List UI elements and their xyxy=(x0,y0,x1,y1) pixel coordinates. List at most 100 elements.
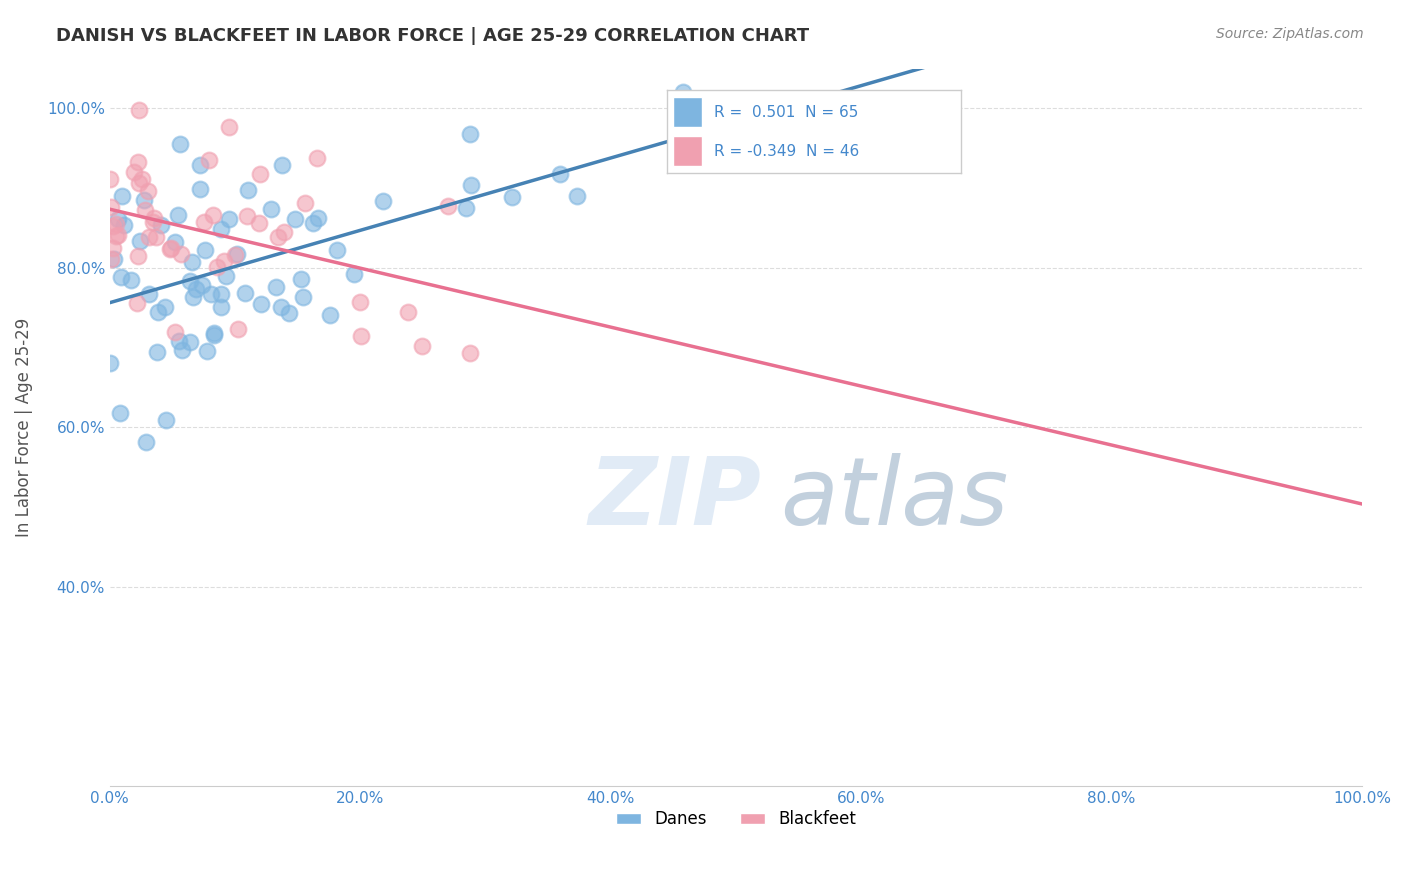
Point xyxy=(373,194,395,209)
Point xyxy=(131,171,153,186)
Point xyxy=(195,343,218,358)
Point xyxy=(270,300,292,314)
Point xyxy=(110,270,132,285)
Legend: Danes, Blackfeet: Danes, Blackfeet xyxy=(609,804,863,835)
Point xyxy=(179,335,201,350)
Point xyxy=(436,199,458,213)
Point xyxy=(284,212,307,227)
Point xyxy=(249,167,271,181)
Point xyxy=(209,222,232,236)
Point xyxy=(460,178,482,193)
Point xyxy=(226,322,249,336)
Point xyxy=(149,219,172,233)
Point xyxy=(128,234,150,248)
Point xyxy=(127,249,149,263)
Point xyxy=(202,327,225,342)
Point xyxy=(260,202,283,216)
Point xyxy=(236,209,259,223)
Point xyxy=(209,287,232,301)
Point xyxy=(108,406,131,420)
Point xyxy=(134,193,156,207)
Point xyxy=(215,268,238,283)
Point xyxy=(98,356,121,370)
Text: atlas: atlas xyxy=(780,453,1008,544)
Point xyxy=(201,208,224,222)
Point xyxy=(135,435,157,450)
Point xyxy=(128,103,150,118)
Point xyxy=(111,189,134,203)
Point xyxy=(458,127,481,141)
Point xyxy=(134,202,156,217)
Point xyxy=(307,211,329,225)
Point xyxy=(294,195,316,210)
Point xyxy=(155,300,177,314)
Point xyxy=(188,158,211,172)
Point xyxy=(125,295,148,310)
Point xyxy=(169,136,191,151)
Point xyxy=(264,280,287,294)
Point xyxy=(186,282,208,296)
Point xyxy=(501,190,523,204)
Text: ZIP: ZIP xyxy=(588,453,761,545)
Point xyxy=(104,217,127,231)
Point xyxy=(236,183,259,197)
Text: Source: ZipAtlas.com: Source: ZipAtlas.com xyxy=(1216,27,1364,41)
Point xyxy=(249,216,271,230)
Point xyxy=(103,252,125,266)
Point xyxy=(273,225,295,239)
Point xyxy=(167,208,190,222)
Point xyxy=(107,212,129,227)
Point xyxy=(209,300,232,314)
Point xyxy=(143,211,166,226)
Point xyxy=(301,216,323,230)
Point xyxy=(233,285,256,300)
Text: DANISH VS BLACKFEET IN LABOR FORCE | AGE 25-29 CORRELATION CHART: DANISH VS BLACKFEET IN LABOR FORCE | AGE… xyxy=(56,27,810,45)
Point xyxy=(112,219,135,233)
Point xyxy=(181,290,204,304)
Y-axis label: In Labor Force | Age 25-29: In Labor Force | Age 25-29 xyxy=(15,318,32,537)
Point xyxy=(138,230,160,244)
Point xyxy=(101,219,124,234)
Point xyxy=(107,228,129,243)
Point xyxy=(218,211,240,226)
Point xyxy=(550,167,572,181)
Point xyxy=(326,244,349,258)
Point xyxy=(165,235,187,250)
Point xyxy=(148,304,170,318)
Point xyxy=(672,86,695,100)
Point xyxy=(200,287,222,301)
Point xyxy=(458,346,481,360)
Point xyxy=(202,326,225,340)
Point xyxy=(291,290,314,304)
Point xyxy=(319,309,342,323)
Point xyxy=(271,158,294,172)
Point xyxy=(290,271,312,285)
Point xyxy=(307,151,329,165)
Point xyxy=(167,334,190,348)
Point xyxy=(136,184,159,198)
Point xyxy=(250,297,273,311)
Point xyxy=(567,189,589,203)
Point xyxy=(181,255,204,269)
Point xyxy=(277,306,299,320)
Point xyxy=(165,325,187,339)
Point xyxy=(100,201,122,215)
Point xyxy=(205,260,228,275)
Point xyxy=(349,295,371,310)
Point xyxy=(198,153,221,168)
Point xyxy=(155,413,177,427)
Point xyxy=(120,273,142,287)
Point xyxy=(179,274,201,288)
Point xyxy=(98,171,121,186)
Point xyxy=(212,254,235,268)
Point xyxy=(396,305,419,319)
Point xyxy=(350,328,373,343)
Point xyxy=(100,252,122,266)
Point xyxy=(193,215,215,229)
Point xyxy=(218,120,240,135)
Point xyxy=(160,241,183,255)
Point xyxy=(193,243,215,257)
Point xyxy=(141,215,163,229)
Point xyxy=(224,248,246,262)
Point xyxy=(226,247,249,261)
